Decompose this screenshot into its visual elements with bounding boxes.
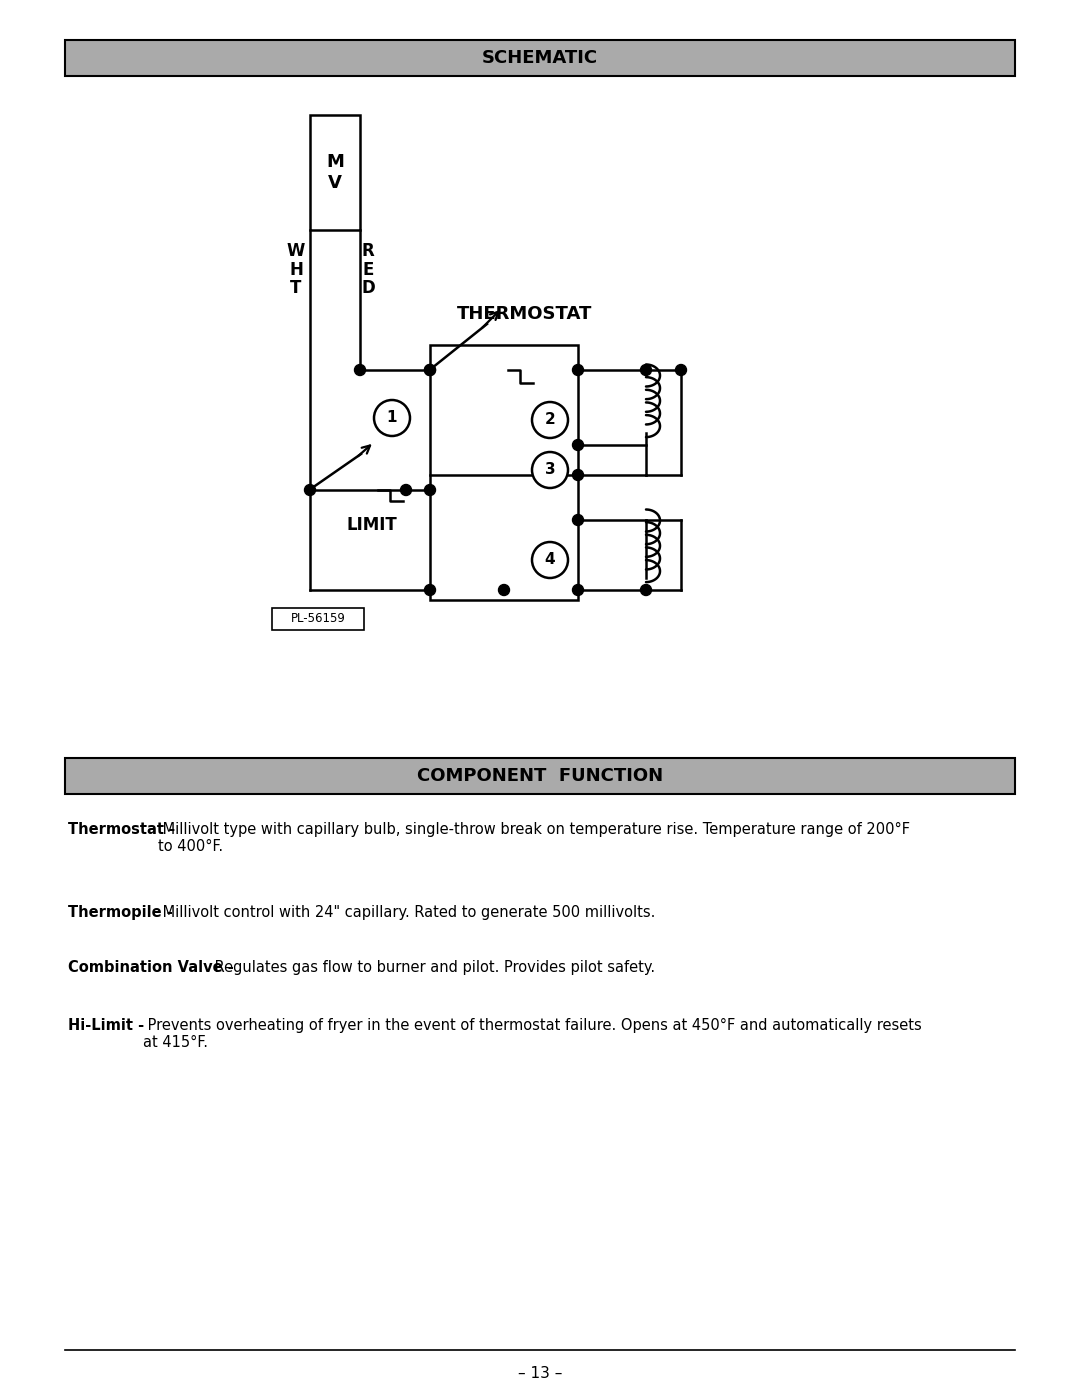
Bar xyxy=(65,759,1015,793)
Circle shape xyxy=(532,542,568,578)
Text: THERMOSTAT: THERMOSTAT xyxy=(457,305,593,323)
Text: W
H
T: W H T xyxy=(287,242,306,298)
Bar xyxy=(65,41,1015,75)
Circle shape xyxy=(572,440,583,450)
Circle shape xyxy=(424,485,435,496)
Circle shape xyxy=(401,485,411,496)
Text: Thermopile -: Thermopile - xyxy=(68,905,173,921)
Circle shape xyxy=(499,584,510,595)
Text: 3: 3 xyxy=(544,462,555,478)
Text: SCHEMATIC: SCHEMATIC xyxy=(482,49,598,67)
Text: COMPONENT  FUNCTION: COMPONENT FUNCTION xyxy=(417,767,663,785)
Text: 2: 2 xyxy=(544,412,555,427)
Circle shape xyxy=(424,365,435,376)
Text: LIMIT: LIMIT xyxy=(347,515,397,534)
Text: 4: 4 xyxy=(544,552,555,567)
Text: Combination Valve -: Combination Valve - xyxy=(68,960,233,975)
Circle shape xyxy=(305,485,315,496)
Circle shape xyxy=(532,453,568,488)
Bar xyxy=(310,115,360,231)
Text: Thermostat -: Thermostat - xyxy=(68,821,175,837)
Text: Prevents overheating of fryer in the event of thermostat failure. Opens at 450°F: Prevents overheating of fryer in the eve… xyxy=(143,1018,921,1051)
Text: Regulates gas flow to burner and pilot. Provides pilot safety.: Regulates gas flow to burner and pilot. … xyxy=(211,960,656,975)
Circle shape xyxy=(572,584,583,595)
Text: – 13 –: – 13 – xyxy=(517,1366,563,1382)
Circle shape xyxy=(374,400,410,436)
Circle shape xyxy=(572,365,583,376)
Bar xyxy=(272,608,364,630)
Text: 1: 1 xyxy=(387,411,397,426)
Text: Millivolt control with 24" capillary. Rated to generate 500 millivolts.: Millivolt control with 24" capillary. Ra… xyxy=(158,905,656,921)
Circle shape xyxy=(640,365,651,376)
Circle shape xyxy=(640,584,651,595)
Text: Millivolt type with capillary bulb, single-throw break on temperature rise. Temp: Millivolt type with capillary bulb, sing… xyxy=(158,821,910,855)
Circle shape xyxy=(572,514,583,525)
Text: Hi-Limit -: Hi-Limit - xyxy=(68,1018,144,1032)
Circle shape xyxy=(675,365,687,376)
Text: PL-56159: PL-56159 xyxy=(291,612,346,626)
Circle shape xyxy=(572,469,583,481)
Text: R
E
D: R E D xyxy=(361,242,375,298)
Circle shape xyxy=(532,402,568,439)
Circle shape xyxy=(424,584,435,595)
Text: M
V: M V xyxy=(326,154,343,191)
Bar xyxy=(430,345,578,599)
Circle shape xyxy=(424,365,435,376)
Circle shape xyxy=(354,365,365,376)
